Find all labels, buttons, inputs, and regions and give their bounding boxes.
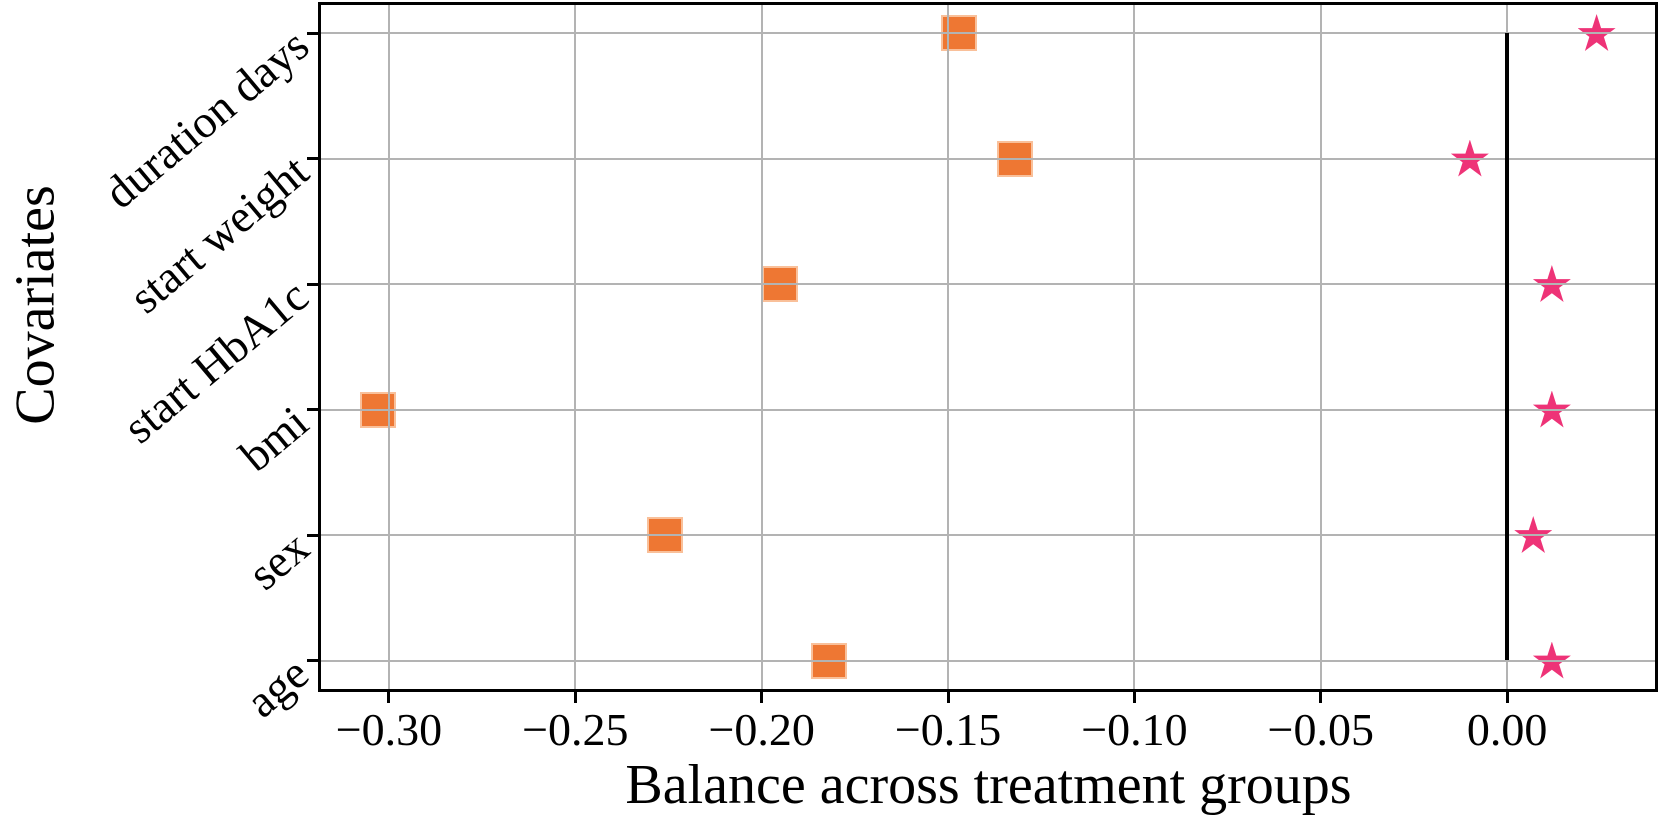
y-gridline	[320, 659, 1657, 662]
y-tick-label-bmi: bmi	[230, 395, 319, 481]
y-gridline	[320, 534, 1657, 536]
x-gridline	[574, 4, 577, 690]
x-tick-mark	[1319, 690, 1323, 703]
x-gridline	[387, 4, 390, 690]
y-tick-mark	[307, 659, 320, 662]
x-tick-label: 0.00	[1466, 704, 1548, 755]
y-gridline	[320, 157, 1657, 160]
y-tick-mark	[307, 282, 320, 286]
x-tick-label: −0.15	[894, 704, 1002, 755]
x-tick-mark	[573, 690, 577, 703]
x-tick-mark	[1505, 690, 1509, 703]
y-tick-mark	[307, 31, 320, 35]
x-tick-label: −0.30	[335, 704, 443, 755]
x-gridline	[1133, 4, 1136, 690]
x-tick-mark	[387, 690, 391, 703]
x-gridline	[760, 4, 763, 690]
x-gridline	[1319, 4, 1322, 690]
x-tick-mark	[1132, 690, 1136, 703]
x-tick-label: −0.20	[708, 704, 815, 755]
y-gridline	[320, 283, 1657, 285]
x-tick-label: −0.10	[1081, 704, 1188, 755]
x-tick-mark	[760, 690, 764, 703]
zero-reference-line	[1504, 33, 1510, 661]
y-tick-mark	[307, 533, 320, 537]
x-axis-title: Balance across treatment groups	[625, 754, 1352, 816]
y-tick-label-sex: sex	[238, 521, 319, 600]
y-gridline	[320, 408, 1657, 411]
x-gridline	[947, 4, 950, 690]
y-tick-mark	[307, 408, 320, 411]
x-tick-mark	[946, 690, 950, 703]
x-tick-label: −0.25	[522, 704, 629, 755]
x-tick-label: −0.05	[1267, 704, 1374, 755]
y-tick-mark	[307, 157, 320, 160]
y-gridline	[320, 32, 1657, 35]
